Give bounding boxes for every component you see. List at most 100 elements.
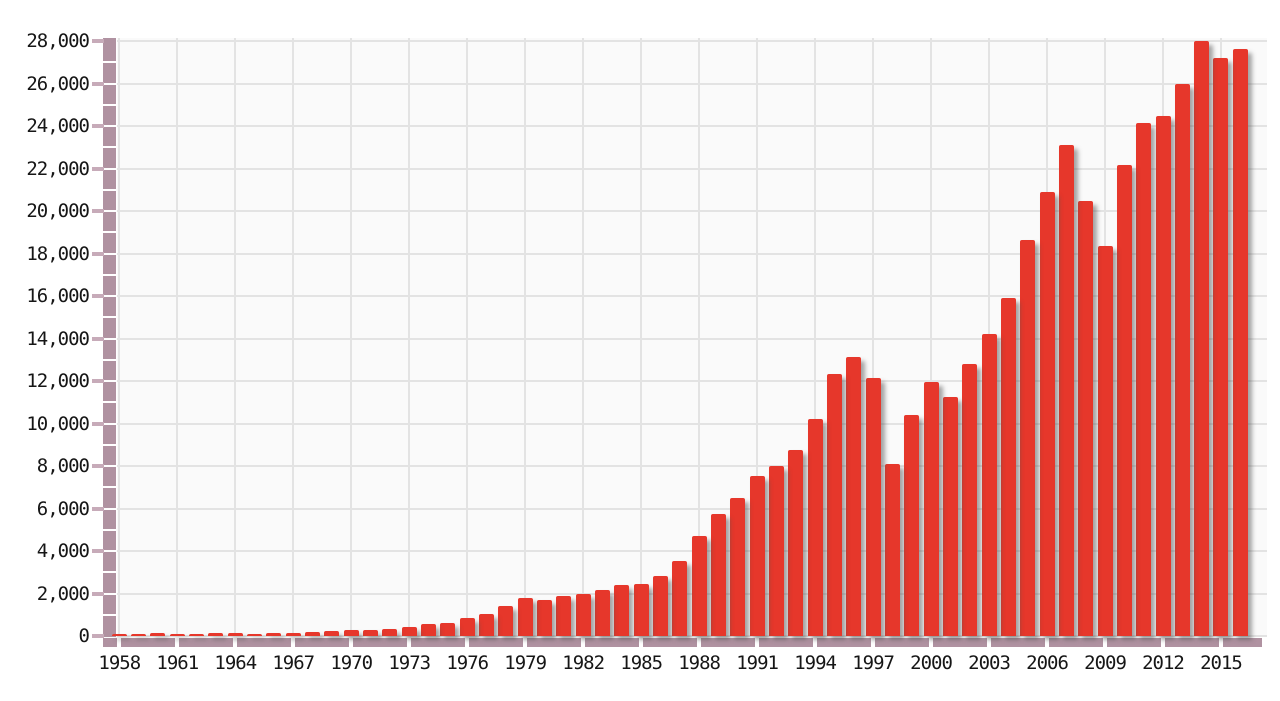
y-tick-label: 4,000 [36, 540, 90, 562]
bar-1976 [459, 618, 475, 636]
h-gridline [117, 295, 1267, 297]
h-gridline [117, 337, 1267, 340]
y-axis-bar-gap [103, 252, 116, 255]
y-axis-tick [92, 39, 104, 43]
bar-1966 [266, 633, 282, 636]
bar-2008 [1078, 200, 1094, 636]
x-tick-label: 1976 [446, 652, 489, 674]
x-tick-label: 2012 [1142, 652, 1185, 674]
bar-1987 [672, 561, 688, 636]
y-tick-label: 22,000 [26, 157, 90, 180]
x-tick-label: 1967 [272, 652, 315, 674]
bar-2006 [1039, 192, 1055, 636]
x-axis-tick-gap [1218, 638, 1223, 647]
x-tick-label: 2015 [1200, 652, 1243, 674]
x-axis-tick-gap [581, 638, 586, 647]
bar-1979 [517, 598, 533, 636]
v-gridline [814, 38, 817, 636]
v-gridline [756, 38, 759, 636]
h-gridline [117, 167, 1267, 170]
bar-1980 [537, 599, 553, 636]
bar-1978 [498, 606, 514, 636]
y-axis-bar-gap [103, 550, 116, 552]
x-tick-label: 1988 [678, 652, 721, 674]
bar-1996 [846, 356, 862, 636]
v-gridline [234, 38, 237, 636]
y-axis-bar-gap [103, 146, 116, 149]
bar-1962 [189, 633, 205, 636]
y-axis-tick [92, 251, 104, 256]
h-gridline [117, 465, 1267, 467]
bar-1989 [710, 514, 726, 636]
bar-1960 [150, 632, 166, 636]
bar-1969 [324, 630, 340, 636]
y-axis-tick [92, 124, 104, 128]
y-tick-label: 24,000 [26, 115, 90, 137]
x-tick-label: 1982 [562, 652, 605, 674]
bar-1984 [614, 585, 630, 636]
x-axis-tick-gap [697, 638, 702, 647]
bar-1988 [691, 536, 707, 636]
h-gridline [117, 40, 1267, 42]
bar-2015 [1213, 57, 1229, 636]
v-gridline [698, 38, 701, 636]
x-axis-tick-gap [639, 638, 644, 647]
bar-1999 [904, 414, 920, 636]
x-axis-tick-gap [523, 638, 528, 647]
y-axis-bar-gap [103, 358, 116, 361]
y-axis-bar-gap [103, 337, 116, 340]
x-axis-tick-gap [929, 638, 934, 647]
x-tick-label: 1985 [620, 652, 663, 674]
x-tick-label: 1991 [736, 652, 779, 674]
bar-1982 [575, 593, 591, 636]
x-axis-tick-gap [871, 638, 876, 647]
x-tick-label: 1979 [504, 652, 547, 674]
bar-1971 [363, 629, 379, 636]
bar-1985 [633, 583, 649, 636]
bar-2010 [1116, 165, 1132, 636]
bar-2016 [1232, 49, 1248, 636]
x-axis-tick-gap [987, 638, 992, 647]
h-gridline [117, 125, 1267, 127]
y-axis-tick [92, 379, 104, 383]
h-gridline [117, 210, 1267, 212]
v-gridline [408, 38, 411, 636]
bar-1963 [208, 632, 224, 636]
h-gridline [117, 635, 1267, 637]
y-tick-label: 26,000 [26, 72, 90, 95]
v-gridline [292, 38, 295, 636]
x-axis-tick-gap [1161, 638, 1165, 647]
y-axis-bar-gap [103, 528, 116, 531]
y-axis-tick [92, 336, 104, 341]
plot-background [117, 38, 1267, 636]
bar-1997 [865, 378, 881, 636]
x-axis-tick-gap [1103, 638, 1108, 647]
x-tick-label: 1994 [794, 652, 837, 674]
bar-2003 [981, 334, 997, 636]
x-axis-tick-gap [349, 638, 354, 647]
y-tick-label: 8,000 [36, 455, 90, 477]
y-axis-bar-gap [103, 422, 116, 425]
y-axis-bar-gap [103, 82, 116, 85]
y-axis-bar-gap [103, 295, 116, 297]
bar-1958 [111, 634, 127, 636]
bar-2013 [1174, 83, 1190, 636]
y-tick-label: 2,000 [36, 582, 90, 605]
bar-1965 [247, 633, 263, 636]
bar-1964 [227, 633, 243, 636]
y-axis-bar-gap [103, 380, 116, 382]
y-axis-tick [92, 209, 104, 213]
y-axis-bar-gap [103, 273, 116, 276]
v-gridline [640, 38, 643, 636]
y-axis-bar-gap [103, 231, 116, 234]
bar-1974 [421, 624, 437, 636]
bar-2014 [1194, 41, 1210, 636]
y-tick-label: 6,000 [36, 497, 90, 520]
y-axis-tick [92, 549, 104, 553]
x-axis-bar [103, 638, 1262, 647]
y-axis-tick [92, 166, 104, 171]
bar-1968 [305, 631, 321, 636]
y-tick-label: 14,000 [26, 327, 90, 350]
y-axis-bar-gap [103, 486, 116, 489]
